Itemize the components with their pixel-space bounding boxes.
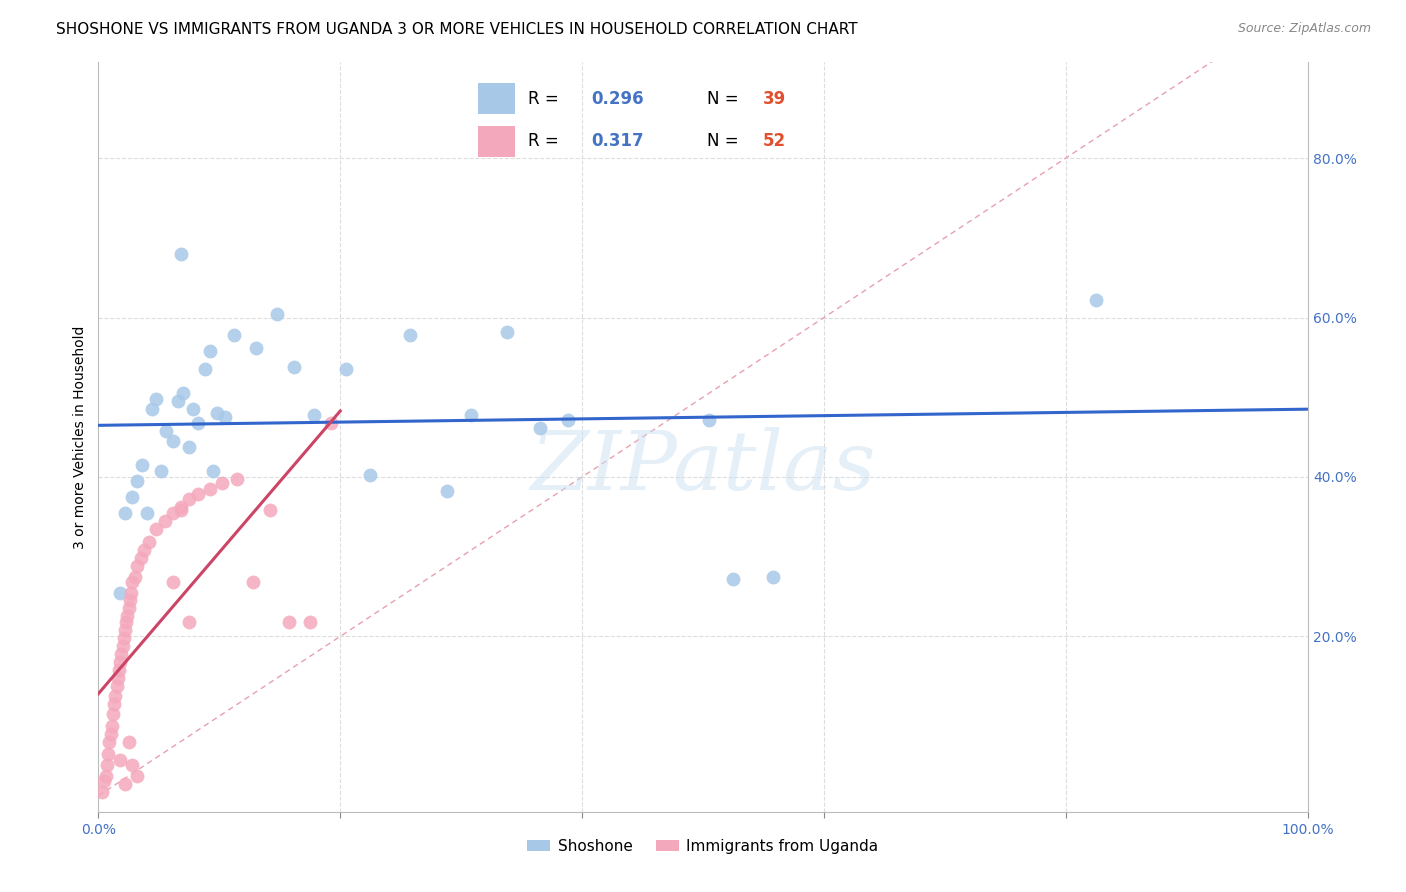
Point [697, 412, 720, 426]
Point [460, 408, 482, 422]
Point [114, 777, 136, 791]
Text: Source: ZipAtlas.com: Source: ZipAtlas.com [1237, 22, 1371, 36]
Point [104, 689, 127, 703]
Point [179, 492, 201, 507]
Point [172, 386, 194, 401]
Point [162, 434, 184, 448]
Point [121, 490, 143, 504]
Point [105, 679, 128, 693]
Point [114, 506, 136, 520]
Point [108, 753, 131, 767]
Point [110, 647, 132, 661]
Point [141, 402, 163, 417]
Point [138, 535, 160, 549]
Y-axis label: 3 or more Vehicles in Household: 3 or more Vehicles in Household [73, 326, 87, 549]
Point [120, 585, 142, 599]
Point [117, 609, 139, 624]
Point [557, 412, 579, 426]
Point [496, 325, 519, 339]
Point [762, 569, 785, 583]
Point [115, 615, 138, 629]
Point [108, 663, 131, 677]
Point [179, 440, 201, 454]
Point [94, 769, 117, 783]
Point [129, 551, 152, 566]
Point [124, 569, 146, 583]
Point [162, 575, 184, 590]
Point [91, 785, 114, 799]
Point [194, 362, 217, 376]
Point [436, 484, 458, 499]
Point [135, 506, 157, 520]
Point [198, 343, 221, 358]
Point [127, 769, 149, 783]
Point [187, 416, 209, 430]
Point [153, 514, 176, 528]
Point [1085, 293, 1108, 307]
Point [302, 408, 325, 422]
Point [121, 575, 143, 590]
Point [266, 306, 288, 320]
Point [299, 615, 322, 629]
Point [222, 328, 245, 343]
Point [127, 474, 149, 488]
Point [723, 572, 745, 586]
Point [96, 758, 118, 772]
Point [127, 559, 149, 574]
Point [108, 655, 131, 669]
Text: ZIPatlas: ZIPatlas [530, 427, 876, 507]
Point [259, 503, 281, 517]
Point [118, 601, 141, 615]
Point [145, 392, 167, 406]
Point [118, 593, 141, 607]
Point [100, 726, 122, 740]
Point [335, 362, 357, 376]
Point [202, 464, 225, 478]
Point [150, 464, 173, 478]
Point [107, 671, 129, 685]
Point [134, 543, 156, 558]
Point [205, 406, 228, 420]
Point [121, 758, 143, 772]
Point [93, 774, 115, 789]
Point [98, 734, 121, 748]
Point [145, 522, 167, 536]
Point [114, 623, 136, 637]
Point [181, 402, 204, 417]
Point [118, 734, 141, 748]
Point [169, 503, 191, 517]
Point [399, 328, 422, 343]
Point [111, 639, 134, 653]
Point [167, 394, 190, 409]
Point [226, 471, 249, 485]
Point [529, 420, 551, 434]
Point [101, 707, 124, 722]
Point [360, 468, 382, 483]
Point [100, 718, 122, 732]
Point [278, 615, 301, 629]
Point [97, 747, 120, 762]
Point [162, 506, 184, 520]
Point [169, 246, 191, 260]
Point [155, 424, 177, 438]
Point [103, 697, 125, 711]
Point [214, 410, 236, 425]
Point [211, 476, 233, 491]
Point [198, 482, 221, 496]
Point [179, 615, 201, 629]
Point [131, 458, 153, 472]
Point [319, 416, 342, 430]
Point [245, 341, 267, 355]
Point [187, 487, 209, 501]
Point [112, 631, 135, 645]
Point [283, 359, 305, 374]
Text: SHOSHONE VS IMMIGRANTS FROM UGANDA 3 OR MORE VEHICLES IN HOUSEHOLD CORRELATION C: SHOSHONE VS IMMIGRANTS FROM UGANDA 3 OR … [56, 22, 858, 37]
Point [169, 500, 191, 515]
Point [108, 585, 131, 599]
Legend: Shoshone, Immigrants from Uganda: Shoshone, Immigrants from Uganda [522, 833, 884, 860]
Point [242, 575, 264, 590]
